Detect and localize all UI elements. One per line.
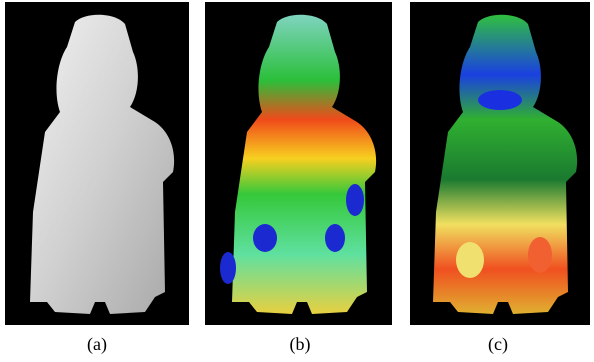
color-spot bbox=[456, 242, 484, 278]
caption: (a) bbox=[87, 334, 107, 355]
caption: (c) bbox=[488, 334, 508, 355]
panel-b: (b) bbox=[205, 2, 392, 355]
color-spot bbox=[528, 237, 552, 273]
color-spot bbox=[220, 252, 236, 284]
panel-a: (a) bbox=[5, 2, 189, 355]
color-spot bbox=[325, 224, 345, 252]
color-spot bbox=[346, 184, 364, 216]
color-spot bbox=[478, 90, 522, 110]
color-spot bbox=[253, 224, 277, 252]
panel-c: (c) bbox=[410, 2, 590, 355]
figure: (a) (b) (c) bbox=[0, 0, 594, 362]
caption: (b) bbox=[290, 334, 311, 355]
page: (a) (b) (c) (() => { const data = JSON.p… bbox=[0, 0, 594, 362]
